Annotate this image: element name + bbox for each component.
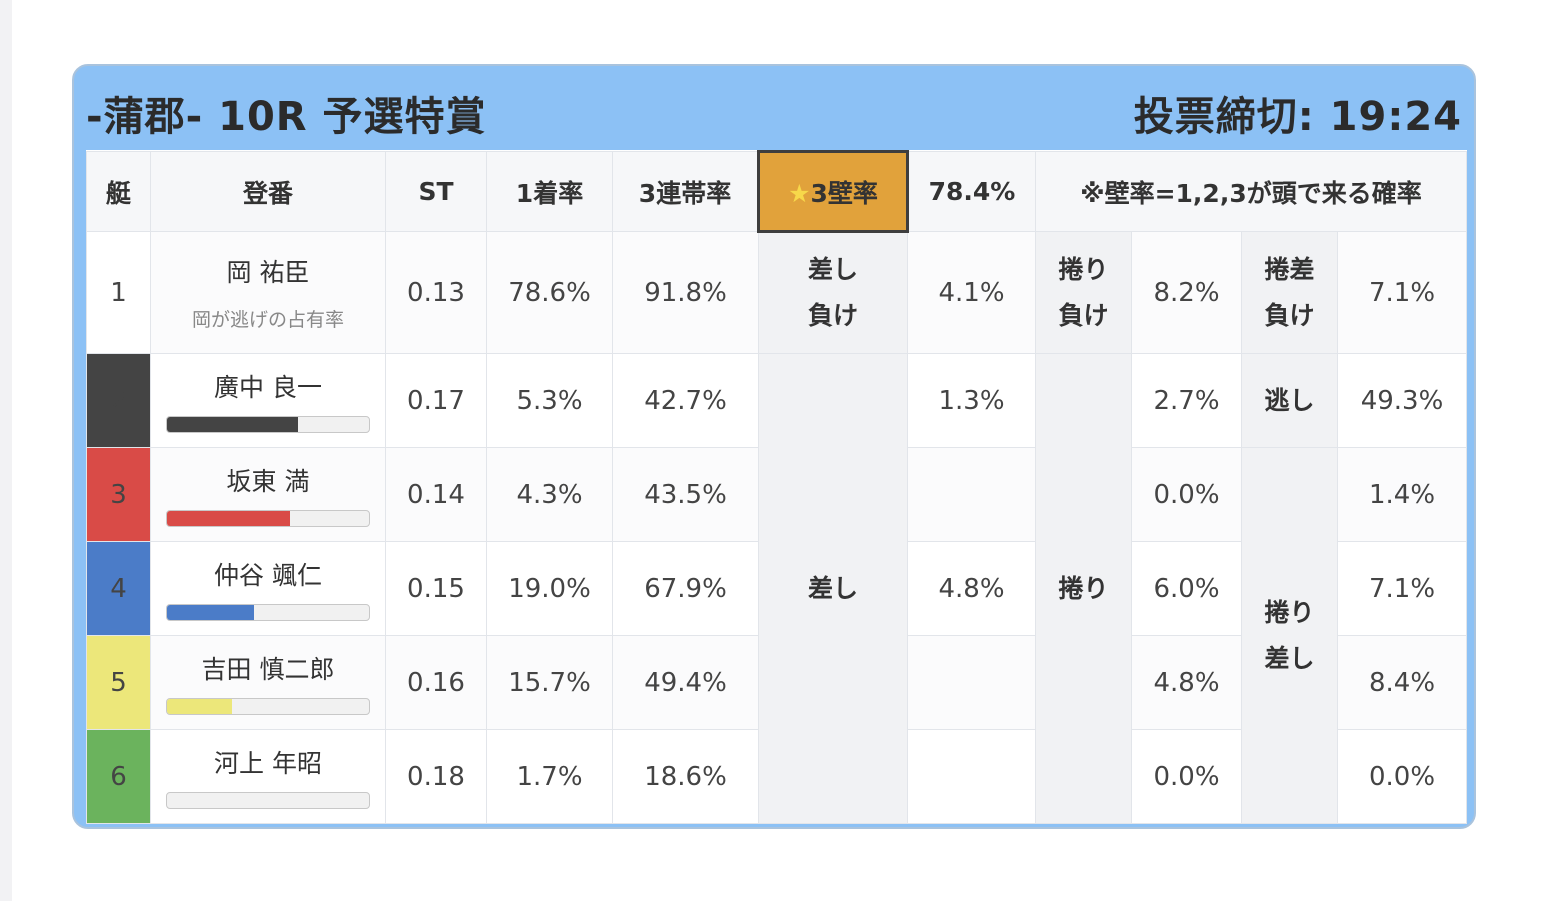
st-value: 0.15 [385, 541, 487, 636]
col-win-rate: 1着率 [486, 151, 613, 232]
st-value: 0.18 [385, 729, 487, 824]
top3-rate-value: 42.7% [612, 353, 759, 448]
racer-rate-bar [166, 416, 370, 433]
makuri-make-value: 8.2% [1131, 231, 1242, 354]
col-entry: 登番 [150, 151, 386, 232]
racer-name[interactable]: 河上 年昭 [214, 749, 322, 778]
race-title: -蒲郡- 10R 予選特賞 [86, 94, 487, 140]
table-row: 4 仲谷 颯仁 0.15 19.0% 67.9% 4.8% 6.0% 7.1% [86, 541, 1467, 636]
boat-number: 3 [86, 447, 151, 542]
top3-rate-value: 67.9% [612, 541, 759, 636]
win-rate-value: 15.7% [486, 635, 613, 730]
sashi-value: 1.3% [907, 353, 1036, 448]
escape-share-label: 岡が逃げの占有率 [191, 309, 344, 331]
race-card: -蒲郡- 10R 予選特賞 投票締切: 19:24 艇 登番 ST 1着率 3連… [72, 64, 1476, 829]
makurisashi-make-value: 7.1% [1337, 231, 1467, 354]
boat-number: 6 [86, 729, 151, 824]
makuri-value: 2.7% [1131, 353, 1242, 448]
win-rate-value: 1.7% [486, 729, 613, 824]
sashi-value [907, 729, 1036, 824]
makuri-make-label: 捲り 負け [1035, 231, 1132, 354]
racer-name[interactable]: 廣中 良一 [214, 373, 322, 402]
sashi-value: 4.8% [907, 541, 1036, 636]
st-value: 0.13 [385, 231, 487, 354]
sashi-make-value: 4.1% [907, 231, 1036, 354]
star-icon: ★ [788, 178, 811, 208]
bar-fill [167, 605, 254, 620]
racer-name[interactable]: 岡 祐臣 [226, 258, 310, 287]
makuri-value: 0.0% [1131, 729, 1242, 824]
table-row: 5 吉田 慎二郎 0.16 15.7% 49.4% 4.8% 8.4% [86, 635, 1467, 730]
racer-name[interactable]: 坂東 満 [226, 467, 310, 496]
top3-rate-value: 18.6% [612, 729, 759, 824]
st-value: 0.16 [385, 635, 487, 730]
win-rate-value: 5.3% [486, 353, 613, 448]
racer-name[interactable]: 仲谷 颯仁 [214, 561, 322, 590]
makuri-value: 6.0% [1131, 541, 1242, 636]
makurisashi-value: 1.4% [1337, 447, 1467, 542]
win-rate-value: 78.6% [486, 231, 613, 354]
makurisashi-value: 0.0% [1337, 729, 1467, 824]
makurisashi-make-label: 捲差 負け [1241, 231, 1338, 354]
wall-rate-note: ※壁率=1,2,3が頭で来る確率 [1035, 151, 1467, 232]
boat-number: 2 [86, 353, 151, 448]
sashi-value [907, 635, 1036, 730]
boat-number: 4 [86, 541, 151, 636]
racer-cell: 岡 祐臣 岡が逃げの占有率 [150, 231, 386, 354]
racer-cell: 坂東 満 [150, 447, 386, 542]
col-st: ST [385, 151, 487, 232]
racer-cell: 廣中 良一 [150, 353, 386, 448]
makurisashi-value: 8.4% [1337, 635, 1467, 730]
racer-rate-bar [166, 604, 370, 621]
sashi-make-label: 差し 負け [758, 231, 908, 354]
nigashi-label: 逃し [1241, 353, 1338, 448]
bar-fill [167, 699, 232, 714]
table-row: 2 廣中 良一 0.17 5.3% 42.7% 差し 1.3% 捲り 2.7% … [86, 353, 1467, 824]
racer-rate-bar [166, 510, 370, 527]
prediction-table: 艇 登番 ST 1着率 3連帯率 ★3壁率 78.4% ※壁率=1,2,3が頭で… [86, 150, 1467, 824]
racer-cell: 仲谷 颯仁 [150, 541, 386, 636]
racer-cell: 吉田 慎二郎 [150, 635, 386, 730]
makuri-value: 0.0% [1131, 447, 1242, 542]
top3-rate-value: 49.4% [612, 635, 759, 730]
voting-deadline: 投票締切: 19:24 [1133, 94, 1462, 140]
sashi-label: 差し [758, 353, 908, 824]
wall-rate-value: 78.4% [907, 151, 1036, 232]
bar-fill [167, 417, 299, 432]
racer-rate-bar [166, 698, 370, 715]
top3-rate-value: 43.5% [612, 447, 759, 542]
col-top3-rate: 3連帯率 [612, 151, 759, 232]
win-rate-value: 19.0% [486, 541, 613, 636]
racer-rate-bar [166, 792, 370, 809]
nigashi-value: 49.3% [1337, 353, 1467, 448]
bar-fill [167, 511, 291, 526]
boat-number: 1 [86, 231, 151, 354]
header-row: 艇 登番 ST 1着率 3連帯率 ★3壁率 78.4% ※壁率=1,2,3が頭で… [86, 150, 1467, 233]
col-boat: 艇 [86, 151, 151, 232]
makuri-value: 4.8% [1131, 635, 1242, 730]
st-value: 0.17 [385, 353, 487, 448]
makuri-label: 捲り [1035, 353, 1132, 824]
wall-rate-label: 3壁率 [810, 178, 878, 208]
table-row: 1 岡 祐臣 岡が逃げの占有率 0.13 78.6% 91.8% 差し 負け 4.… [86, 231, 1467, 354]
racer-name[interactable]: 吉田 慎二郎 [201, 655, 335, 684]
st-value: 0.14 [385, 447, 487, 542]
table-row: 6 河上 年昭 0.18 1.7% 18.6% 0.0% 0.0% [86, 729, 1467, 824]
top3-rate-value: 91.8% [612, 231, 759, 354]
racer-cell: 河上 年昭 [150, 729, 386, 824]
win-rate-value: 4.3% [486, 447, 613, 542]
wall-rate-tab[interactable]: ★3壁率 [757, 150, 909, 233]
table-row: 3 坂東 満 0.14 4.3% 43.5% 0.0% 捲り 差し 1.4% [86, 447, 1467, 824]
sashi-value [907, 447, 1036, 542]
boat-number: 5 [86, 635, 151, 730]
makurisashi-value: 7.1% [1337, 541, 1467, 636]
makurisashi-label: 捲り 差し [1241, 447, 1338, 824]
